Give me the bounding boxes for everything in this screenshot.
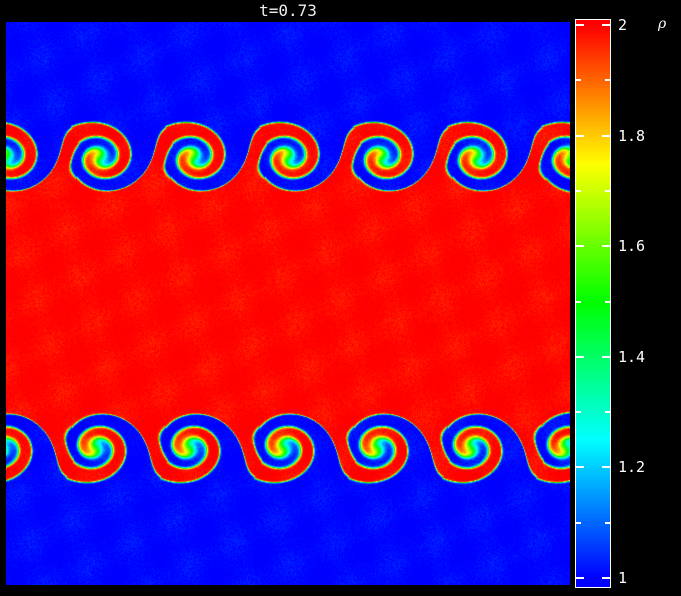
- colorbar-minor-tick: [576, 79, 581, 82]
- colorbar-tick-label: 1.4: [618, 347, 646, 366]
- colorbar-major-tick: [602, 577, 610, 579]
- colorbar-tick-label: 1.2: [618, 458, 646, 477]
- colorbar-minor-tick: [576, 300, 581, 303]
- colorbar-major-tick: [602, 134, 610, 137]
- colorbar-minor-tick: [605, 189, 610, 192]
- colorbar-major-tick: [576, 245, 584, 248]
- colorbar-minor-tick: [605, 300, 610, 303]
- colorbar-minor-tick: [605, 411, 610, 414]
- colorbar-major-tick: [576, 577, 584, 579]
- density-heatmap: [6, 22, 570, 585]
- colorbar-major-tick: [602, 24, 610, 26]
- colorbar: [575, 19, 611, 588]
- colorbar-major-tick: [576, 466, 584, 469]
- colorbar-major-tick: [602, 466, 610, 469]
- colorbar-minor-tick: [576, 411, 581, 414]
- colorbar-gradient: [576, 20, 610, 587]
- colorbar-minor-tick: [605, 521, 610, 524]
- colorbar-tick-label: 1.6: [618, 237, 646, 256]
- colorbar-major-tick: [576, 134, 584, 137]
- colorbar-tick-label: 2: [618, 16, 628, 34]
- colorbar-major-tick: [602, 245, 610, 248]
- colorbar-tick-label: 1: [618, 569, 628, 587]
- colorbar-major-tick: [576, 24, 584, 26]
- colorbar-minor-tick: [576, 521, 581, 524]
- colorbar-tick-label: 1.8: [618, 126, 646, 145]
- plot-title: t=0.73: [259, 1, 317, 20]
- density-symbol: ρ: [658, 16, 667, 32]
- colorbar-labels: 2 1.8 1.6 1.4 1.2 1: [618, 0, 678, 596]
- colorbar-minor-tick: [576, 189, 581, 192]
- colorbar-minor-tick: [605, 79, 610, 82]
- colorbar-major-tick: [602, 355, 610, 358]
- colorbar-major-tick: [576, 355, 584, 358]
